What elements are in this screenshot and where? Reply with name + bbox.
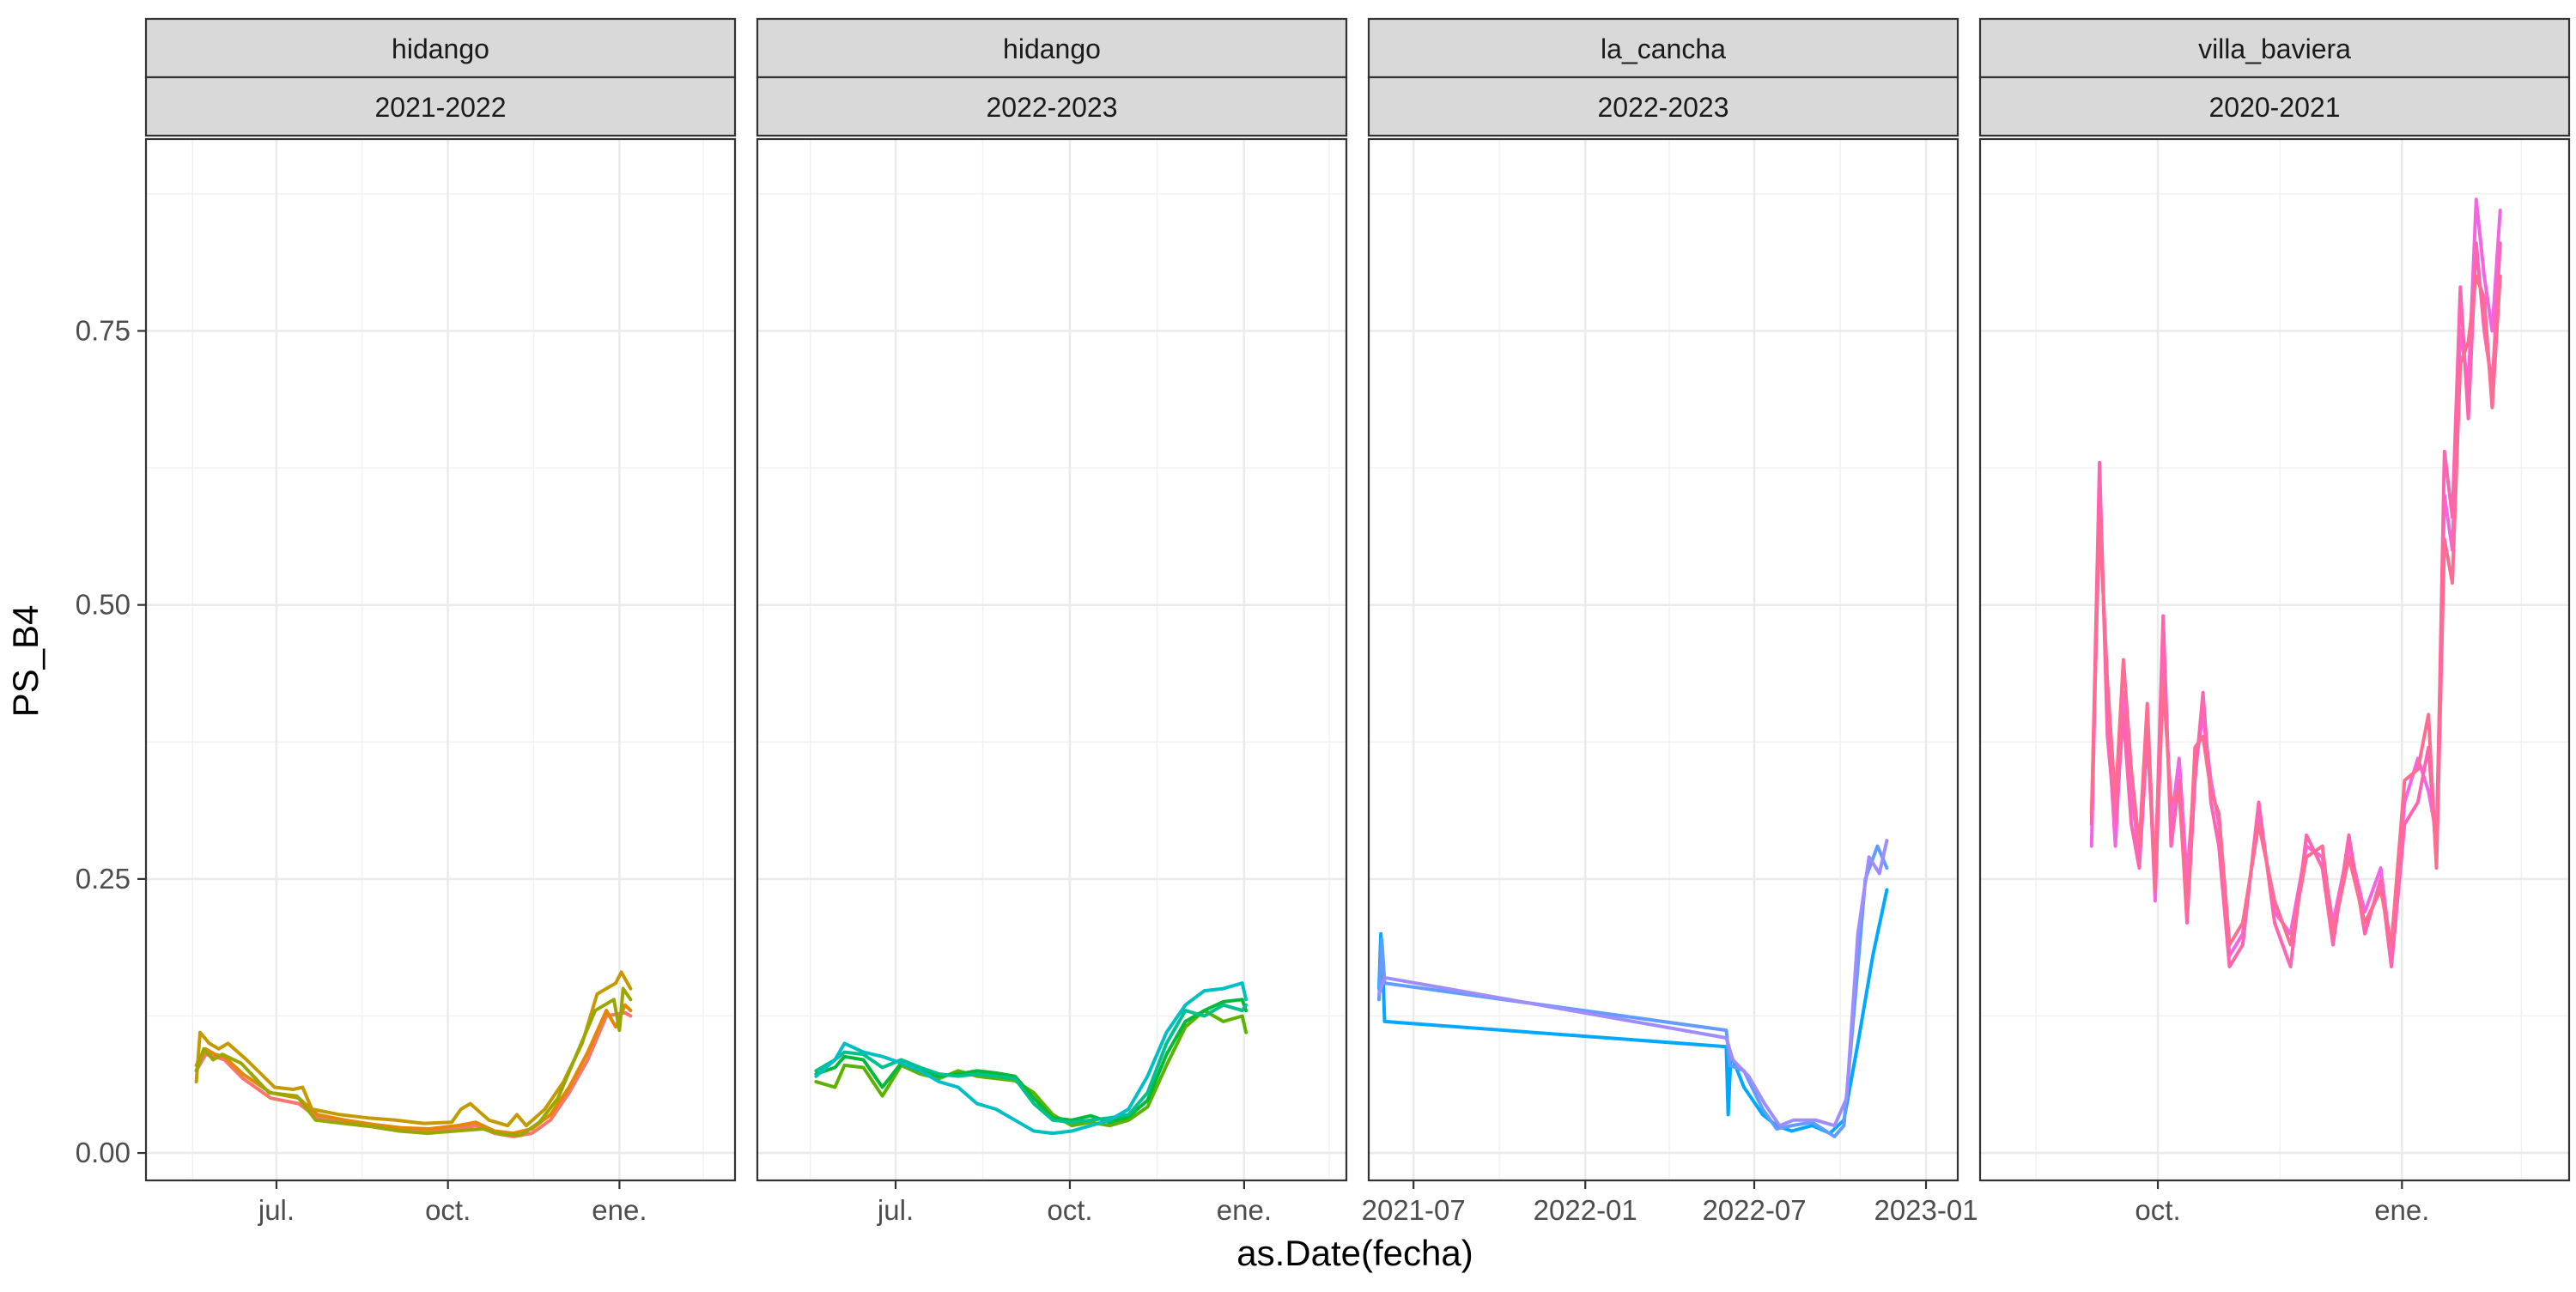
facet-strip-season-label: 2022-2023 xyxy=(1597,92,1728,123)
facet-panel: hidango 2021-2022 jul. oct. ene. xyxy=(144,17,737,1226)
facet-strip-season-label: 2021-2022 xyxy=(374,92,506,123)
series-line xyxy=(814,998,1249,1125)
x-tick-label: ene. xyxy=(1217,1194,1272,1226)
x-tick-label: ene. xyxy=(2374,1194,2429,1226)
series-line xyxy=(814,1009,1249,1128)
facet-panel: hidango 2022-2023 jul. oct. ene. xyxy=(756,17,1348,1226)
panel-border xyxy=(144,137,737,1182)
facet-strip-season xyxy=(756,76,1348,137)
panel-background xyxy=(757,139,1346,1180)
series-line xyxy=(1377,839,1889,1128)
facet-strip-season-label: 2020-2021 xyxy=(2208,92,2340,123)
x-tick-label: oct. xyxy=(1047,1194,1092,1226)
series-group xyxy=(2089,197,2502,968)
facet-strip-site-label: hidango xyxy=(392,33,489,64)
series-line xyxy=(194,986,633,1137)
series-group xyxy=(194,970,633,1138)
x-tick-label: ene. xyxy=(592,1194,647,1226)
facet-strip-site xyxy=(1978,17,2571,79)
series-line xyxy=(814,981,1249,1136)
y-tick-label: 0.50 xyxy=(76,589,131,621)
x-tick-label: oct. xyxy=(425,1194,471,1226)
series-line xyxy=(194,1010,633,1138)
y-axis: 0.00 0.25 0.50 0.75 xyxy=(76,314,146,1168)
series-group xyxy=(814,981,1249,1136)
x-tick-label: 2021-07 xyxy=(1362,1194,1466,1226)
panel-background xyxy=(146,139,735,1180)
facet-strip-season xyxy=(144,76,737,137)
x-tick-label: oct. xyxy=(2135,1194,2180,1226)
facet-strip-season-label: 2022-2023 xyxy=(986,92,1117,123)
facet-strip-site-label: la_cancha xyxy=(1601,33,1726,64)
series-line xyxy=(814,1003,1249,1125)
series-line xyxy=(194,1003,633,1136)
x-tick-label: jul. xyxy=(877,1194,914,1226)
facet-strip-site-label: villa_baviera xyxy=(2198,33,2351,64)
x-tick-label: jul. xyxy=(258,1194,295,1226)
facet-panel: la_cancha 2022-2023 2021-07 2022-01 2022-07 2… xyxy=(1362,17,1978,1226)
facet-strip-site xyxy=(144,17,737,79)
facet-strip-season xyxy=(1978,76,2571,137)
facet-panel: villa_baviera 2020-2021 oct. ene. xyxy=(1978,17,2571,1226)
x-tick-label: 2022-07 xyxy=(1702,1194,1806,1226)
y-tick-label: 0.25 xyxy=(76,863,131,895)
panel-background xyxy=(1369,139,1958,1180)
y-tick-label: 0.00 xyxy=(76,1137,131,1168)
panel-border xyxy=(756,137,1348,1182)
facet-strip-site-label: hidango xyxy=(1003,33,1101,64)
y-tick-label: 0.75 xyxy=(76,314,131,346)
facet-strip-season xyxy=(1367,76,1959,137)
x-tick-label: 2023-01 xyxy=(1874,1194,1978,1226)
facet-strip-site xyxy=(756,17,1348,79)
series-line xyxy=(2089,274,2502,947)
x-axis-title: as.Date(fecha) xyxy=(1236,1233,1473,1273)
panel-border xyxy=(1367,137,1959,1182)
series-group xyxy=(1377,839,1889,1138)
panels-layer: hidango 2021-2022 jul. oct. ene. hidango 2022-… xyxy=(144,17,2571,1226)
x-tick-label: 2022-01 xyxy=(1534,1194,1637,1226)
panel-border xyxy=(1978,137,2571,1182)
y-axis-title: PS_B4 xyxy=(5,605,46,718)
